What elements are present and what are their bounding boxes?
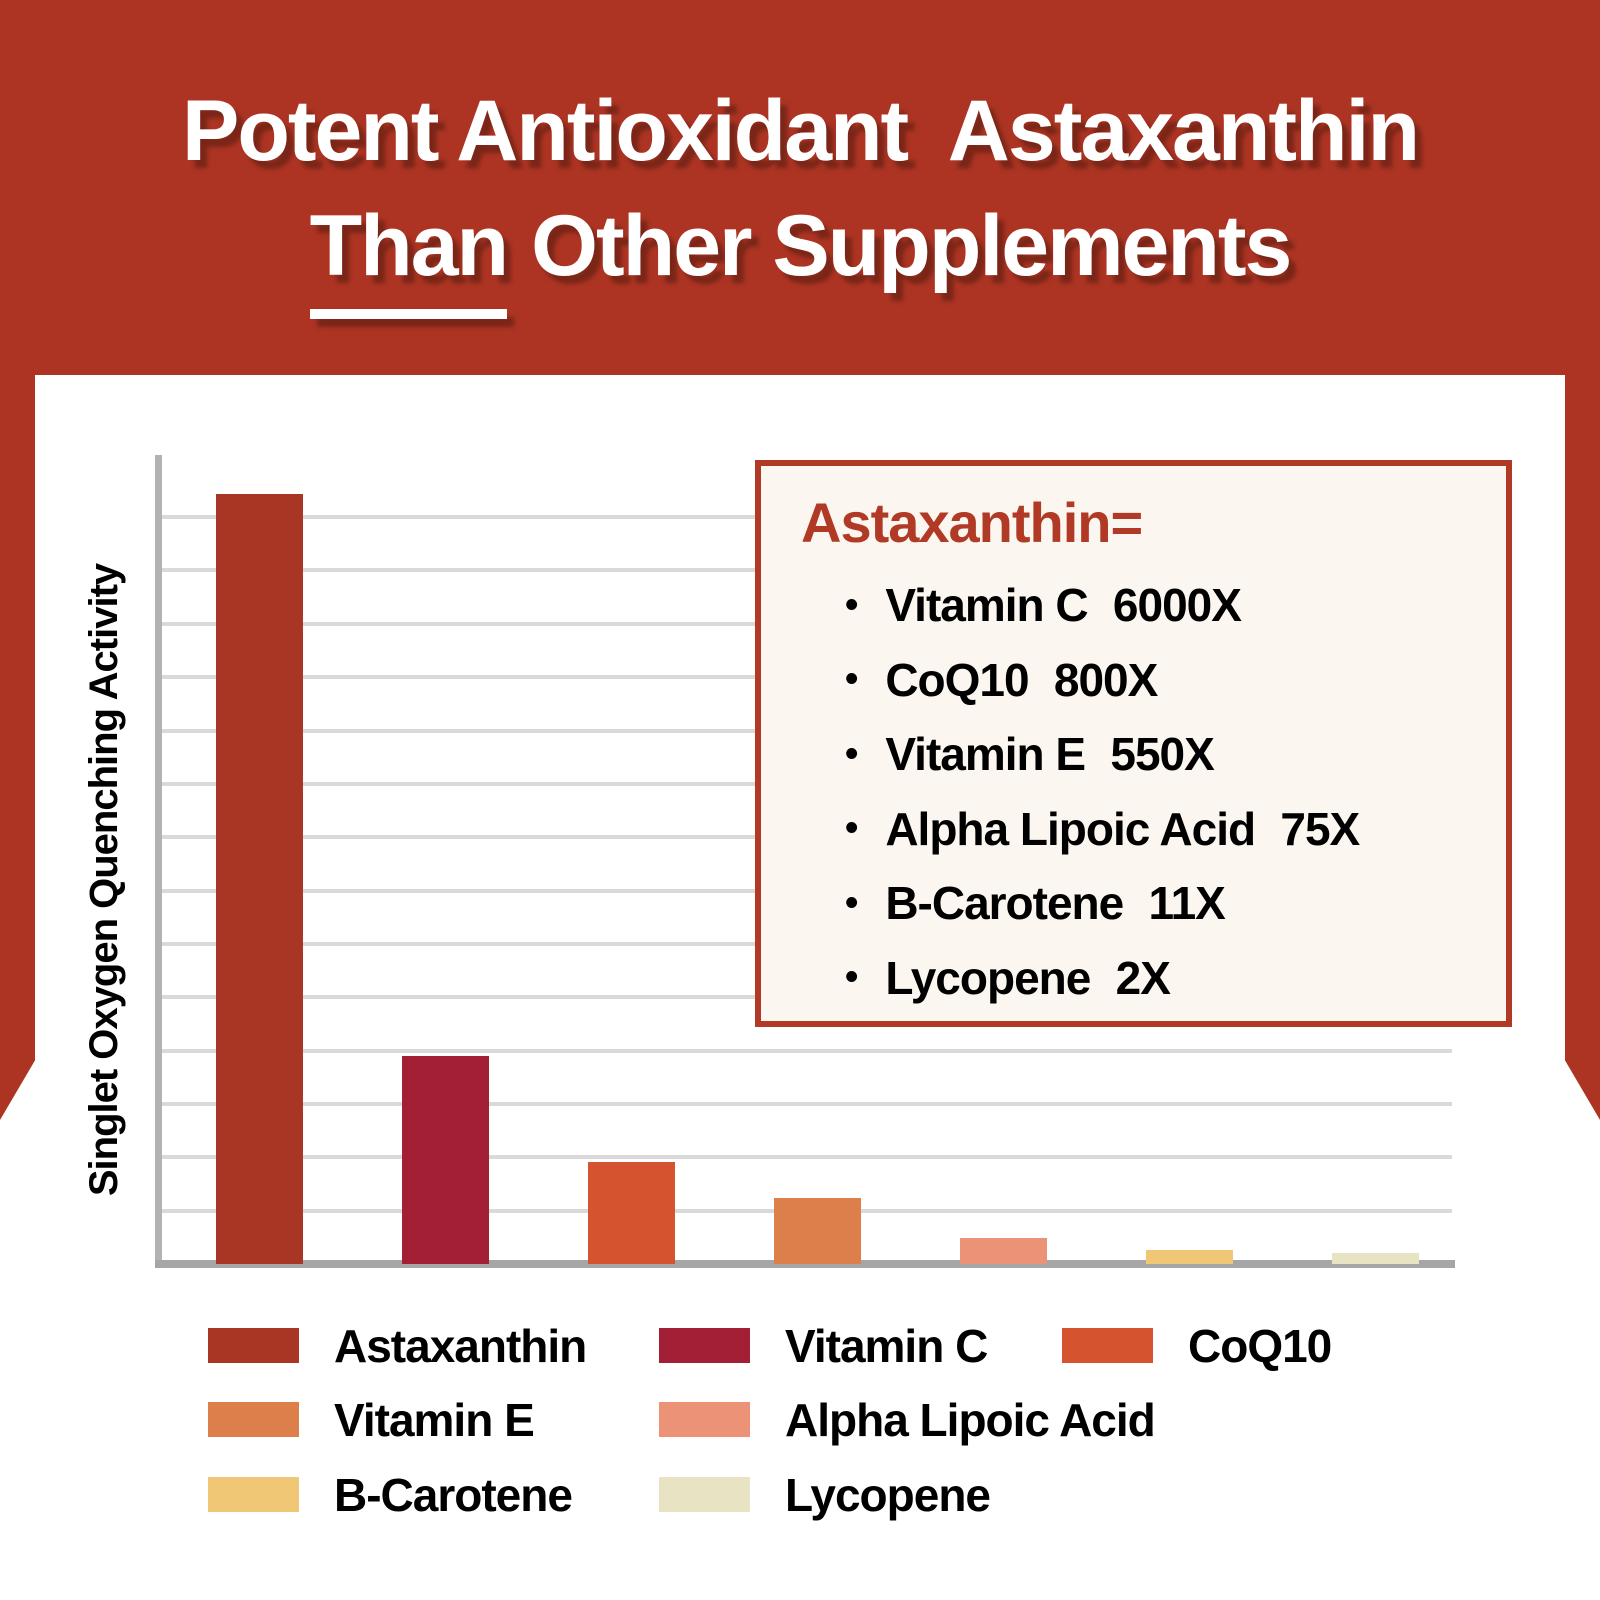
x-axis-baseline (155, 1260, 1455, 1268)
callout-item-label: Vitamin E (885, 728, 1086, 781)
callout-item-vitamin-e: • Vitamin E 550X (845, 717, 1485, 792)
legend-swatch (208, 1402, 299, 1437)
callout-item-alpha-lipoic-acid: • Alpha Lipoic Acid 75X (845, 792, 1485, 867)
legend-item-coq10: CoQ10 (1062, 1323, 1332, 1369)
legend-swatch (659, 1402, 750, 1437)
bullet-icon: • (845, 881, 858, 924)
callout-item-multiplier: 800X (1053, 653, 1158, 706)
callout-item-label: Vitamin C (885, 579, 1088, 632)
legend-swatch (659, 1328, 750, 1363)
callout-item-label: Lycopene (885, 951, 1091, 1004)
callout-item-label: B-Carotene (885, 877, 1124, 930)
legend-label: Lycopene (785, 1468, 991, 1521)
page-title-line2: Than Other Supplements (0, 198, 1600, 319)
bar-alpha-lipoic-acid (960, 1238, 1047, 1264)
legend-label: Alpha Lipoic Acid (785, 1393, 1156, 1446)
callout-item-multiplier: 2X (1115, 951, 1171, 1004)
gridline (162, 1048, 1452, 1053)
legend-label: Vitamin C (785, 1319, 988, 1372)
bar-b-carotene (1146, 1250, 1233, 1264)
legend-label: Vitamin E (334, 1393, 535, 1446)
legend-label: B-Carotene (334, 1468, 573, 1521)
legend-item-vitamin-c: Vitamin C (659, 1323, 988, 1369)
callout-item-vitamin-c: • Vitamin C 6000X (845, 568, 1485, 643)
bar-vitamin-e (774, 1198, 861, 1264)
page-title-underlined-word: Than (309, 198, 509, 319)
bar-vitamin-c (402, 1056, 489, 1264)
callout-item-lycopene: • Lycopene 2X (845, 941, 1485, 1016)
y-axis-line (155, 455, 162, 1268)
callout-item-multiplier: 11X (1148, 877, 1226, 930)
legend-swatch (659, 1477, 750, 1512)
gridline (162, 1155, 1452, 1160)
legend-label: CoQ10 (1188, 1319, 1332, 1372)
legend-item-vitamin-e: Vitamin E (208, 1397, 535, 1443)
ribbon-tail-right (1565, 375, 1600, 1120)
callout-item-multiplier: 75X (1280, 802, 1360, 855)
callout-item-coq10: • CoQ10 800X (845, 643, 1485, 718)
bar-coq10 (588, 1162, 675, 1264)
ribbon-tail-left (0, 375, 35, 1120)
bullet-icon: • (845, 807, 858, 850)
legend-item-lycopene: Lycopene (659, 1472, 991, 1518)
legend-item-alpha-lipoic-acid: Alpha Lipoic Acid (659, 1397, 1156, 1443)
callout-title: Astaxanthin= (801, 491, 1143, 554)
legend-swatch (208, 1477, 299, 1512)
comparison-callout-box: Astaxanthin= • Vitamin C 6000X • CoQ10 800X • V… (755, 460, 1512, 1027)
callout-item-multiplier: 6000X (1112, 579, 1242, 632)
header-banner: Potent Antioxidant Astaxanthin Than Other… (0, 0, 1600, 375)
page-title-line2-rest: Other Supplements (531, 198, 1292, 294)
legend-swatch (208, 1328, 299, 1363)
callout-bullet-list: • Vitamin C 6000X • CoQ10 800X • Vitamin E 550X •… (845, 568, 1485, 1015)
bullet-icon: • (845, 732, 858, 775)
bullet-icon: • (845, 583, 858, 626)
bar-astaxanthin (216, 494, 303, 1264)
bullet-icon: • (845, 658, 858, 701)
legend-label: Astaxanthin (334, 1319, 587, 1372)
gridline (162, 1101, 1452, 1106)
y-axis-label: Singlet Oxygen Quenching Activity (82, 563, 126, 1197)
legend-item-astaxanthin: Astaxanthin (208, 1323, 587, 1369)
page-title-line1: Potent Antioxidant Astaxanthin (182, 83, 1420, 179)
legend-swatch (1062, 1328, 1153, 1363)
callout-item-multiplier: 550X (1110, 728, 1214, 781)
callout-item-b-carotene: • B-Carotene 11X (845, 866, 1485, 941)
callout-item-label: CoQ10 (885, 653, 1029, 706)
bullet-icon: • (845, 956, 858, 999)
legend-item-b-carotene: B-Carotene (208, 1472, 573, 1518)
callout-item-label: Alpha Lipoic Acid (885, 802, 1256, 855)
bar-lycopene (1332, 1253, 1419, 1264)
